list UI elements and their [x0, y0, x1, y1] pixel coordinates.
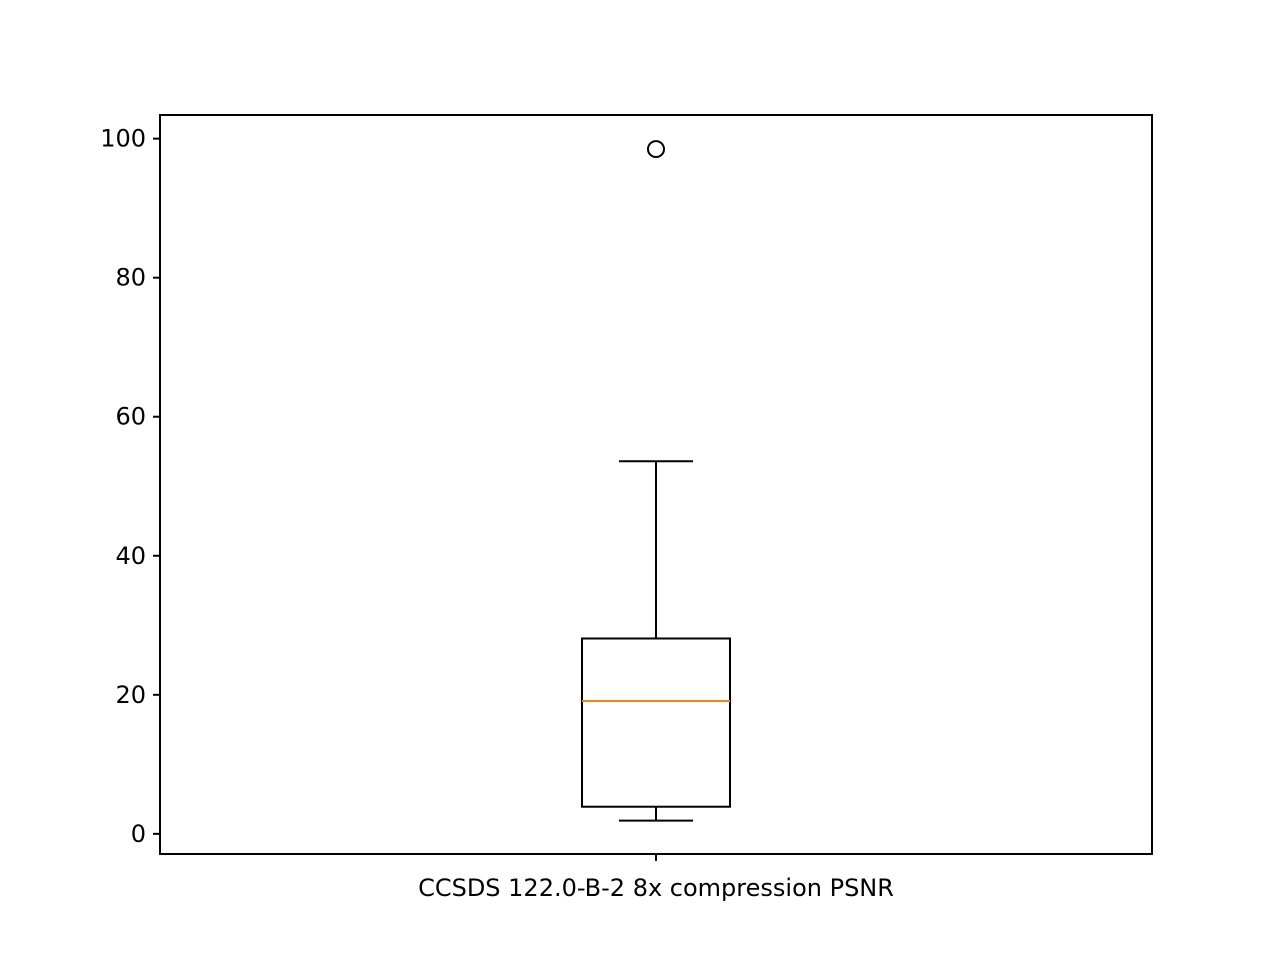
box-group: [581, 140, 731, 822]
y-tick-label: 60: [115, 403, 146, 431]
y-axis: 0 20 40 60 80 100: [100, 125, 160, 848]
plot-frame: [159, 114, 1153, 855]
x-axis: CCSDS 122.0-B-2 8x compression PSNR: [418, 854, 894, 902]
y-tick-label: 0: [131, 820, 146, 848]
y-tick-label: 100: [100, 125, 146, 153]
box-body: [581, 637, 731, 808]
x-tick-label: CCSDS 122.0-B-2 8x compression PSNR: [418, 874, 894, 902]
y-tick-label: 20: [115, 681, 146, 709]
outlier-point: [647, 140, 665, 159]
y-tick-label: 80: [115, 264, 146, 292]
box-plot: [581, 140, 731, 822]
y-tick-label: 40: [115, 542, 146, 570]
